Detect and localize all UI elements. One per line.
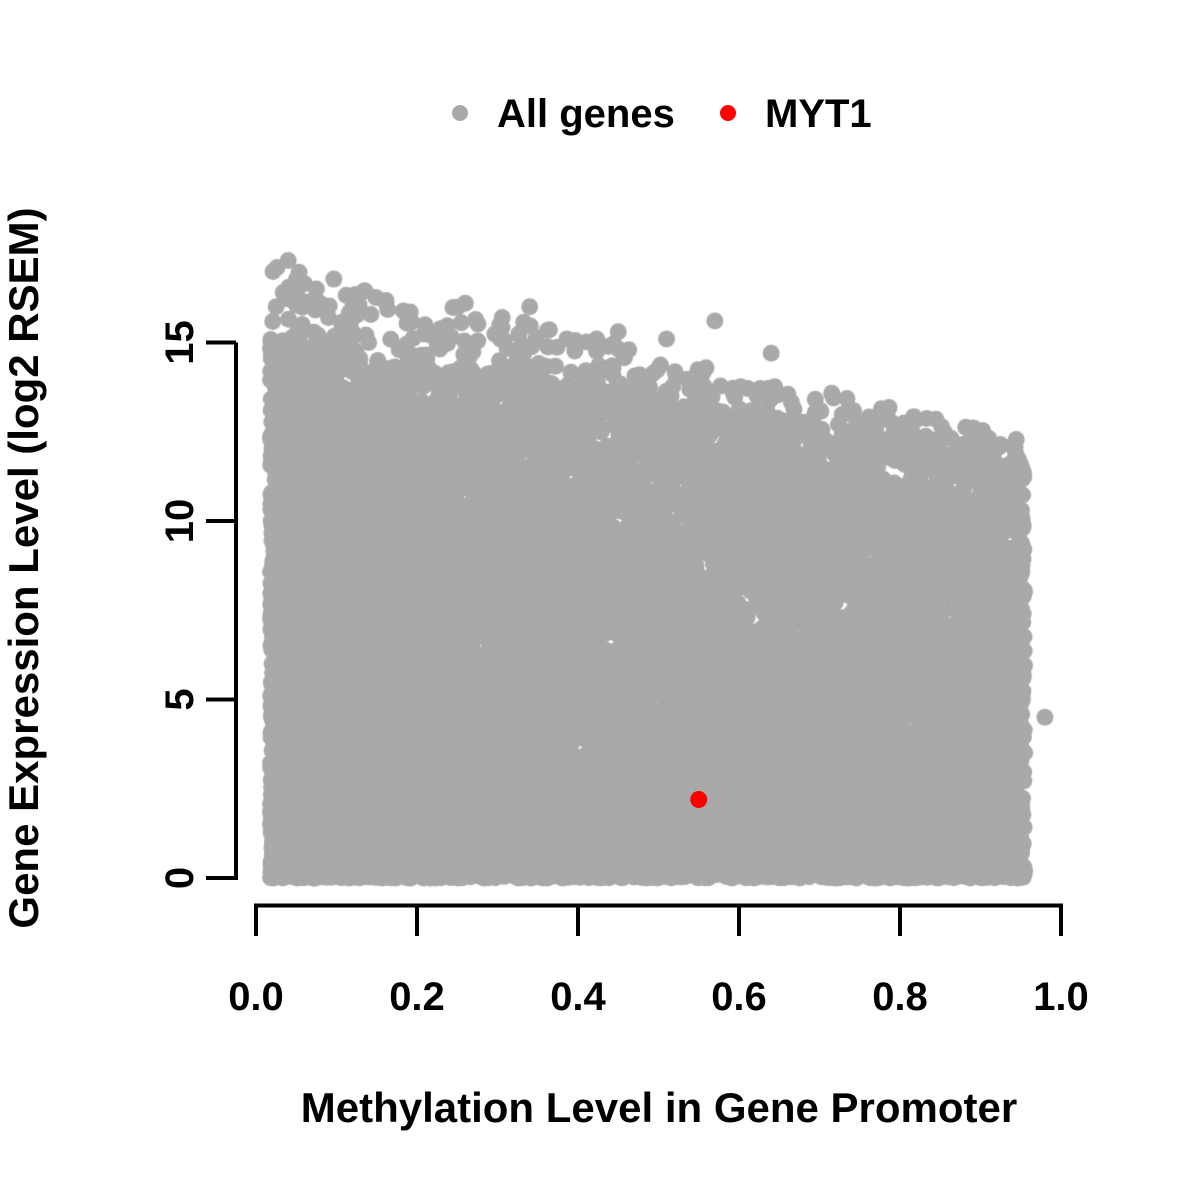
y-axis-ticks: 0 5 10 15 — [158, 320, 236, 889]
x-tick-label: 0.4 — [550, 975, 606, 1019]
y-tick-label: 5 — [158, 688, 202, 710]
legend-label-all-genes: All genes — [497, 92, 675, 136]
x-tick-label: 1.0 — [1033, 975, 1089, 1019]
legend-marker-all-genes — [452, 105, 468, 121]
x-tick-label: 0.8 — [872, 975, 928, 1019]
legend: All genes MYT1 — [452, 92, 872, 136]
x-axis-title: Methylation Level in Gene Promoter — [301, 1084, 1017, 1131]
x-tick-label: 0.6 — [711, 975, 767, 1019]
x-tick-label: 0.2 — [389, 975, 445, 1019]
x-axis-ticks: 0.0 0.2 0.4 0.6 0.8 1.0 — [228, 905, 1089, 1019]
y-axis-title: Gene Expression Level (log2 RSEM) — [0, 207, 47, 928]
myt1-point — [690, 790, 708, 808]
legend-label-myt1: MYT1 — [765, 92, 872, 136]
y-tick-label: 10 — [158, 499, 202, 544]
y-tick-label: 0 — [158, 867, 202, 889]
y-tick-label: 15 — [158, 320, 202, 365]
x-tick-label: 0.0 — [228, 975, 284, 1019]
legend-marker-myt1 — [720, 105, 736, 121]
